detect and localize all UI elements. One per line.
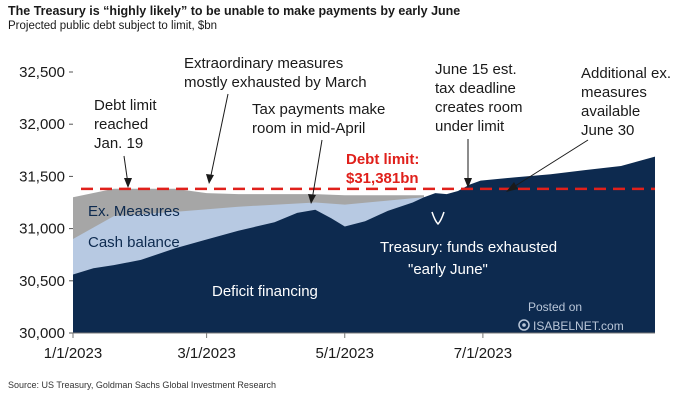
series-area-deficit-financing (73, 156, 655, 333)
annotation-tax-payments: Tax payments make room in mid-April (252, 101, 385, 204)
x-tick-label: 5/1/2023 (316, 345, 374, 362)
annotation-text: creates room (435, 99, 523, 116)
series-label-deficit-financing: Deficit financing (212, 283, 318, 300)
y-tick-label: 32,000 (19, 116, 65, 133)
annotation-arrowhead (464, 178, 472, 188)
x-tick-label: 7/1/2023 (454, 345, 512, 362)
annotation-debt-limit-reached: Debt limit reached Jan. 19 (94, 97, 157, 188)
series-label-cash-balance: Cash balance (88, 234, 180, 251)
annotation-funds-exhausted: Treasury: funds exhausted "early June" (380, 211, 557, 278)
y-tick-label: 30,000 (19, 325, 65, 342)
x-tick-label: 1/1/2023 (44, 345, 102, 362)
annotation-arrowhead (206, 174, 214, 184)
annotation-arrow (311, 139, 323, 201)
y-tick-label: 32,500 (19, 64, 65, 81)
annotation-text: under limit (435, 118, 505, 135)
annotation-text: Treasury: funds exhausted (380, 239, 557, 256)
annotation-text: Tax payments make (252, 101, 385, 118)
annotation-text: June 30 (581, 122, 634, 139)
debt-limit-label-line2: $31,381bn (346, 170, 419, 187)
annotation-text: Jan. 19 (94, 135, 143, 152)
annotation-arrowhead (124, 178, 132, 188)
source-note: Source: US Treasury, Goldman Sachs Globa… (8, 380, 276, 390)
watermark-posted-on: Posted on (528, 300, 582, 314)
annotation-text: available (581, 103, 640, 120)
y-tick-label: 31,000 (19, 221, 65, 238)
series-label-ex-measures: Ex. Measures (88, 203, 180, 220)
annotation-text: room in mid-April (252, 120, 365, 137)
annotation-text: Extraordinary measures (184, 55, 343, 72)
annotation-text: measures (581, 84, 647, 101)
annotation-text: reached (94, 116, 148, 133)
debt-limit-label-line1: Debt limit: (346, 151, 419, 168)
annotation-text: mostly exhausted by March (184, 74, 367, 91)
y-tick-label: 30,500 (19, 273, 65, 290)
chart-subtitle: Projected public debt subject to limit, … (8, 20, 218, 32)
annotation-arrowhead (506, 182, 518, 192)
annotation-arrowhead (308, 194, 316, 204)
annotation-arrow (209, 93, 229, 181)
y-tick-label: 31,500 (19, 168, 65, 185)
watermark: Posted on ISABELNET.com (518, 300, 624, 333)
chart-areas (73, 156, 655, 333)
debt-limit-label: Debt limit: $31,381bn (346, 151, 419, 187)
chart-title: The Treasury is “highly likely” to be un… (8, 4, 461, 18)
x-tick-label: 3/1/2023 (177, 345, 235, 362)
annotation-text: Additional ex. (581, 65, 671, 82)
annotation-text: June 15 est. (435, 61, 517, 78)
chart-axes: 30,000 30,500 31,000 31,500 32,000 32,500 1/1/… (19, 64, 655, 362)
annotation-arrow (511, 139, 589, 189)
annotation-text: "early June" (408, 261, 488, 278)
annotation-text: Debt limit (94, 97, 157, 114)
annotation-extraordinary-measures: Extraordinary measures mostly exhausted … (184, 55, 367, 184)
annotation-additional-measures: Additional ex. measures available June 3… (506, 65, 671, 192)
annotation-june-15: June 15 est. tax deadline creates room u… (435, 61, 523, 188)
watermark-site: ISABELNET.com (533, 319, 624, 333)
brace-icon (431, 211, 445, 226)
isabelnet-logo-icon (518, 319, 530, 331)
annotation-text: tax deadline (435, 80, 516, 97)
